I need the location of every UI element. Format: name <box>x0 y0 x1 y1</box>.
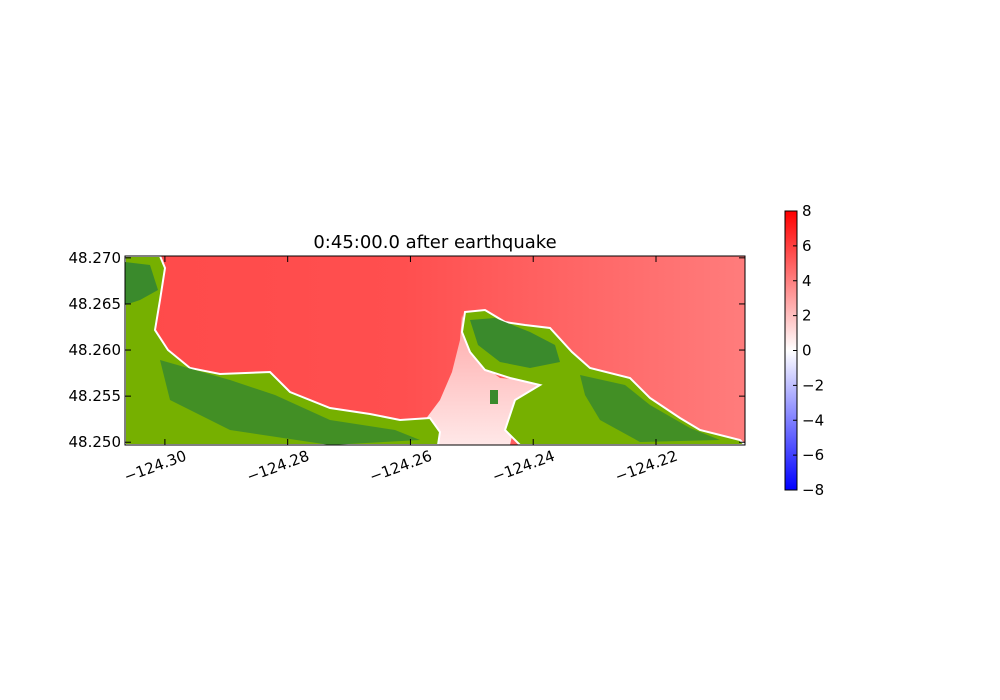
colorbar-tick-label: 6 <box>802 237 812 255</box>
land-west-highland <box>125 262 158 305</box>
colorbar-tick-label: 4 <box>802 272 812 290</box>
islet <box>490 390 498 404</box>
x-tick-label: −124.24 <box>490 447 557 486</box>
colorbar-tick-label: 8 <box>802 202 812 220</box>
y-tick-label: 48.255 <box>69 387 122 405</box>
colorbar-tick-label: 0 <box>802 342 812 360</box>
y-axis: 48.250 48.255 48.260 48.265 48.270 <box>69 249 745 451</box>
y-tick-label: 48.265 <box>69 295 122 313</box>
map-plot-area <box>125 256 745 445</box>
colorbar-tick-label: −6 <box>802 446 824 464</box>
y-tick-label: 48.270 <box>69 249 122 267</box>
colorbar-tick-label: −2 <box>802 376 824 394</box>
colorbar-tick-label: −4 <box>802 411 824 429</box>
y-tick-label: 48.260 <box>69 341 122 359</box>
x-tick-label: −124.28 <box>244 447 311 486</box>
y-tick-label: 48.250 <box>69 433 122 451</box>
colorbar-tick-label: −8 <box>802 481 824 499</box>
colorbar-tick-label: 2 <box>802 307 812 325</box>
land-west-ridge <box>160 360 420 445</box>
x-tick-label: −124.22 <box>613 447 680 486</box>
colorbar-axis: −8 −6 −4 −2 0 2 4 6 8 <box>793 202 824 499</box>
x-tick-label: −124.26 <box>367 447 434 486</box>
x-tick-label: −124.30 <box>122 447 189 486</box>
land-east-ridge <box>580 375 720 442</box>
chart-title: 0:45:00.0 after earthquake <box>313 232 556 253</box>
land-east-highland <box>470 318 560 368</box>
